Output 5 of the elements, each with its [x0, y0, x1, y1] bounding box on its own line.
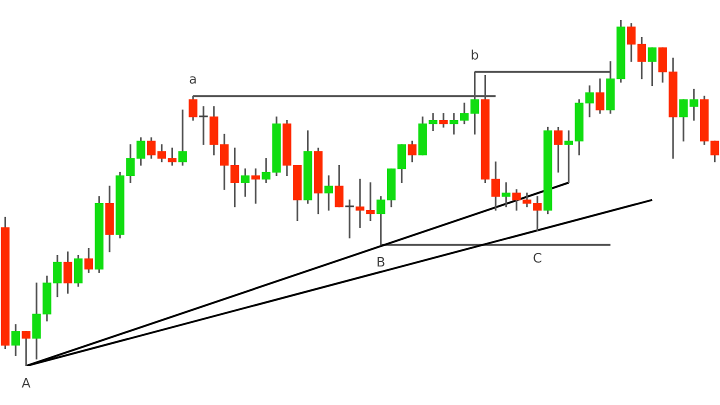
annotation: a — [189, 72, 198, 88]
annotation: b — [470, 48, 479, 64]
annotation: C — [532, 251, 542, 266]
annotation: A — [22, 376, 31, 392]
annotation: B — [376, 255, 386, 270]
